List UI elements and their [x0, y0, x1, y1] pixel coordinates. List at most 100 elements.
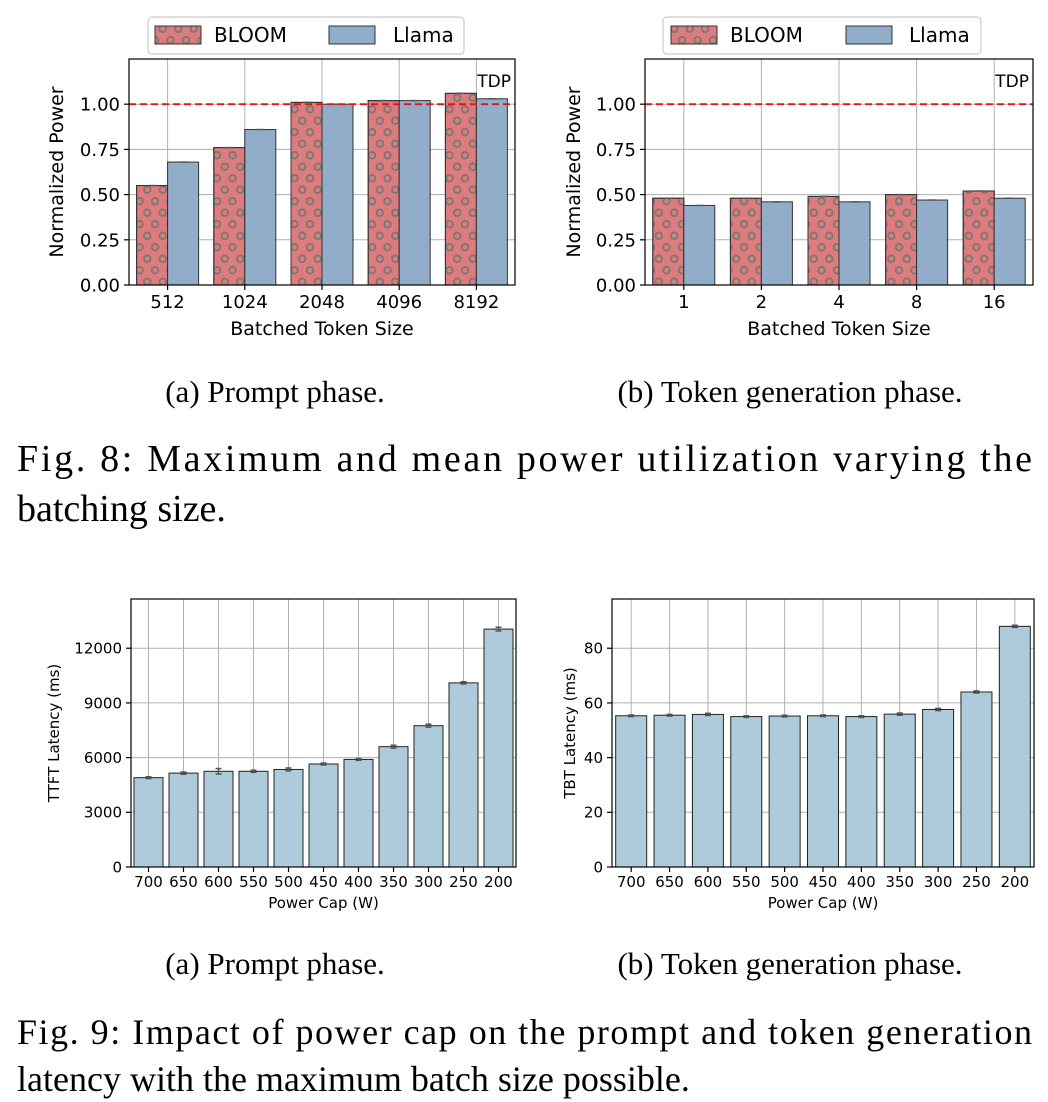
- fig9b-bar-500: [768, 715, 801, 868]
- fig8a-bar-hatch-2048: [290, 101, 323, 286]
- fig8b-bar-hatch-8: [885, 194, 918, 286]
- legend-box: [147, 16, 465, 55]
- fig9b-tbt-latency-chart: 0 20 40 60 80 700 650 600 550 500 450 400 350 300 250…: [561, 598, 1035, 912]
- fig9a-ytick-label-1: 3000: [84, 804, 122, 822]
- fig8b-x-axis-label: Batched Token Size: [747, 318, 931, 340]
- fig9b-bar-250: [960, 691, 993, 868]
- fig9b-xtick-label-350: 350: [885, 873, 914, 891]
- fig8a-bar-hatch-4096: [367, 100, 400, 286]
- fig9b-bar-600: [691, 713, 724, 868]
- fig9a-ytick-label-3: 9000: [84, 694, 122, 712]
- fig8b-subcaption: (b) Token generation phase.: [617, 374, 962, 409]
- legend-label-llama: Llama: [393, 23, 454, 47]
- fig8a-xtick-label-4096: 4096: [376, 292, 422, 313]
- fig9a-xtick-label-250: 250: [449, 873, 478, 891]
- fig9a-xtick-label-650: 650: [169, 873, 198, 891]
- fig9b-bar-650: [653, 714, 686, 868]
- fig8b-y-axis-label: Normalized Power: [563, 86, 585, 257]
- fig8b-bars: [652, 190, 1026, 286]
- fig9b-ytick-label-3: 60: [584, 694, 603, 712]
- fig8a-bar-llama-2048: [321, 103, 354, 286]
- legend-label-bloom: BLOOM: [730, 23, 803, 47]
- fig8-caption-line1: Fig. 8: Maximum and mean power utilizati…: [17, 438, 1032, 480]
- fig8a-xtick-label-2048: 2048: [299, 292, 345, 313]
- fig9b-xtick-label-250: 250: [962, 873, 991, 891]
- fig8b-bar-hatch-4: [807, 195, 840, 286]
- fig8a-bar-hatch-8192: [444, 92, 477, 286]
- fig8a-ytick-label-1: 0.25: [80, 230, 120, 251]
- fig8a-y-axis-label: Normalized Power: [46, 86, 68, 257]
- fig9-caption-line1: Fig. 9: Impact of power cap on the promp…: [17, 1012, 1032, 1052]
- fig9b-subcaption: (b) Token generation phase.: [617, 946, 962, 981]
- fig9b-bar-700: [615, 715, 648, 868]
- fig9b-xtick-label-550: 550: [732, 873, 761, 891]
- fig9b-bar-300: [922, 708, 955, 868]
- fig8b-bar-llama-4: [838, 201, 871, 286]
- fig8a-legend: BLOOM Llama: [147, 16, 465, 55]
- fig8a-bar-llama-4096: [398, 100, 431, 286]
- fig9a-bar-650: [168, 772, 199, 868]
- fig8b-xtick-label-1: 1: [678, 292, 689, 313]
- fig8a-xtick-label-1024: 1024: [222, 292, 268, 313]
- fig9a-bar-600: [203, 770, 234, 868]
- fig9a-bar-450: [308, 763, 339, 868]
- fig9a-y-axis-label: TTFT Latency (ms): [45, 664, 63, 804]
- fig8a-subcaption: (a) Prompt phase.: [165, 374, 385, 409]
- fig8b-token-power-chart: TDP 0.00 0.25 0.50 0.75 1.00 1 2 4 8 16 Batched …: [563, 16, 1034, 340]
- fig9a-xtick-label-500: 500: [274, 873, 303, 891]
- fig9a-xtick-label-300: 300: [414, 873, 443, 891]
- fig8-caption-line2: batching size.: [17, 488, 226, 530]
- fig8b-bar-llama-8: [916, 199, 949, 286]
- fig9a-ytick-label-2: 6000: [84, 749, 122, 767]
- fig9b-xtick-label-300: 300: [924, 873, 953, 891]
- fig8a-ytick-label-2: 0.50: [80, 185, 120, 206]
- fig8a-bars: [136, 92, 508, 286]
- fig8a-prompt-power-chart: TDP 0.00 0.25 0.50 0.75 1.00 512 1024 2048 4096…: [46, 16, 516, 340]
- fig9a-bar-250: [448, 682, 479, 868]
- fig8a-ytick-label-0: 0.00: [80, 275, 120, 296]
- fig9a-xtick-label-700: 700: [134, 873, 163, 891]
- fig8a-bar-llama-8192: [475, 98, 508, 286]
- fig9b-xtick-label-400: 400: [847, 873, 876, 891]
- fig8b-bar-hatch-2: [729, 197, 762, 286]
- fig8b-ytick-label-1: 0.25: [596, 230, 636, 251]
- fig9a-xtick-label-450: 450: [309, 873, 338, 891]
- fig9a-xtick-label-550: 550: [239, 873, 268, 891]
- fig9a-xtick-label-350: 350: [379, 873, 408, 891]
- fig9b-x-ticks: 700 650 600 550 500 450 400 350 300 250 200: [617, 867, 1029, 891]
- fig9b-x-axis-label: Power Cap (W): [768, 894, 879, 912]
- fig8a-y-ticks: 0.00 0.25 0.50 0.75 1.00: [80, 95, 129, 296]
- fig9a-bar-350: [378, 746, 409, 868]
- fig8a-bar-llama-512: [167, 161, 200, 286]
- fig9a-xtick-label-400: 400: [344, 873, 373, 891]
- fig9a-bar-400: [343, 758, 374, 868]
- bloom-swatch-hatch: [154, 25, 202, 45]
- fig9a-y-ticks: 0 3000 6000 9000 12000: [74, 640, 131, 876]
- fig8b-bar-llama-2: [760, 201, 793, 286]
- fig8a-x-ticks: 512 1024 2048 4096 8192: [150, 285, 499, 313]
- fig8a-ytick-label-4: 1.00: [80, 95, 120, 116]
- fig8b-ytick-label-2: 0.50: [596, 185, 636, 206]
- fig9-caption-line2: latency with the maximum batch size poss…: [17, 1059, 690, 1099]
- fig8b-legend: BLOOM Llama: [662, 16, 982, 55]
- fig9b-ytick-label-2: 40: [584, 749, 603, 767]
- fig8b-ytick-label-4: 1.00: [596, 95, 636, 116]
- fig8b-bar-llama-1: [683, 204, 716, 286]
- fig8b-xtick-label-4: 4: [833, 292, 844, 313]
- fig9b-y-axis-label: TBT Latency (ms): [561, 667, 579, 800]
- fig8b-xtick-label-2: 2: [756, 292, 767, 313]
- fig8b-tdp-label: TDP: [994, 72, 1029, 92]
- fig9b-bar-350: [883, 713, 916, 868]
- fig9b-ytick-label-4: 80: [584, 640, 603, 658]
- fig9a-bar-200: [483, 628, 514, 868]
- fig9a-xtick-label-200: 200: [484, 873, 513, 891]
- fig9a-ttft-latency-chart: 0 3000 6000 9000 12000 700 650 600 550 500 450 400…: [45, 598, 517, 912]
- fig9b-ytick-label-1: 20: [584, 804, 603, 822]
- fig9b-bar-450: [807, 715, 839, 868]
- fig8a-tdp-label: TDP: [476, 72, 511, 92]
- fig8a-bar-hatch-512: [136, 185, 169, 286]
- fig9b-xtick-label-200: 200: [1000, 873, 1029, 891]
- fig9b-bar-200: [998, 625, 1031, 868]
- fig9a-bar-500: [273, 768, 304, 868]
